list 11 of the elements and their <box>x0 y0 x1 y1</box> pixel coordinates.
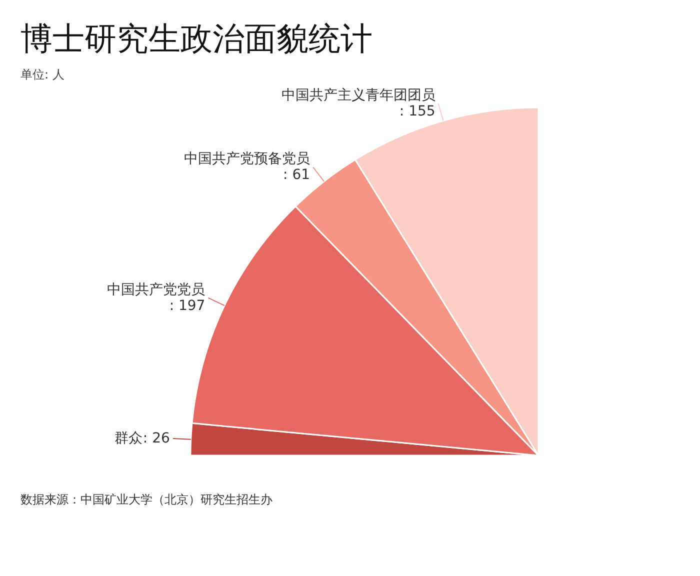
source-note: 数据来源：中国矿业大学（北京）研究生招生办 <box>20 492 272 506</box>
slice-label: 中国共产党党员 <box>107 282 206 298</box>
data-label: : 197 <box>169 298 206 314</box>
chart-subtitle: 单位: 人 <box>20 68 64 82</box>
data-label: : 26 <box>142 430 170 446</box>
data-label: : 61 <box>283 167 310 184</box>
data-label: : 155 <box>399 103 436 120</box>
slice-label: 群众 <box>114 430 143 446</box>
slice-label: 中国共产主义青年团团员 <box>281 87 436 104</box>
chart-title: 博士研究生政治面貌统计 <box>20 20 372 58</box>
slice-label: 中国共产党预备党员 <box>184 151 310 168</box>
